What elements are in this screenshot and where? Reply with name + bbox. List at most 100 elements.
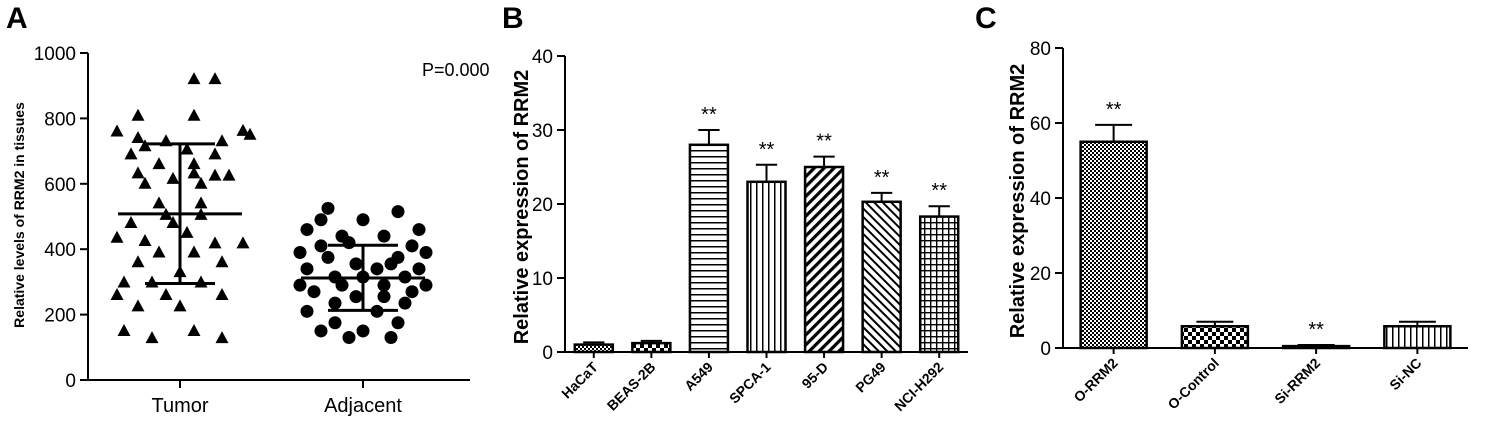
- b-significance-label: **: [931, 180, 947, 202]
- a-tumor-point: [187, 245, 201, 258]
- a-adjacent-point: [335, 278, 349, 292]
- b-bar: [861, 200, 902, 354]
- c-x-tick-label: Si-RRM2: [1271, 355, 1323, 407]
- a-adjacent-point: [398, 296, 412, 310]
- b-bar: [631, 341, 672, 354]
- a-tumor-point: [180, 225, 194, 238]
- a-adjacent-point: [314, 213, 328, 227]
- a-tumor-point: [215, 255, 229, 268]
- a-tumor-point: [110, 124, 124, 137]
- a-adjacent-point: [328, 296, 342, 310]
- a-adjacent-point: [356, 324, 370, 338]
- c-y-tick-label: 40: [1030, 189, 1051, 210]
- a-tumor-point: [131, 255, 145, 268]
- b-significance-label: **: [874, 167, 890, 189]
- a-adjacent-point: [370, 262, 384, 276]
- a-y-axis-label: Relative levels of RRM2 in tissues: [11, 102, 27, 328]
- c-y-tick-label: 60: [1030, 114, 1051, 135]
- a-adjacent-point: [419, 245, 433, 259]
- a-tumor-point: [194, 176, 208, 189]
- a-y-tick-label: 1000: [34, 44, 76, 65]
- a-tumor-point: [152, 245, 166, 258]
- b-x-tick-label: BEAS-2B: [604, 359, 659, 414]
- a-adjacent-point: [293, 245, 307, 259]
- a-tumor-point: [187, 108, 201, 121]
- a-adjacent-point: [328, 316, 342, 330]
- b-bar: [688, 143, 730, 354]
- b-y-tick-label: 40: [532, 47, 553, 68]
- a-tumor-point: [131, 108, 145, 121]
- b-significance-label: **: [701, 104, 717, 126]
- c-y-tick-label: 0: [1040, 339, 1051, 360]
- a-tumor-point: [166, 216, 180, 229]
- a-y-tick-label: 400: [44, 240, 76, 261]
- a-adjacent-point: [300, 262, 314, 276]
- a-y-tick-label: 200: [44, 306, 76, 327]
- a-tumor-point: [180, 142, 194, 155]
- a-tumor-point: [243, 127, 257, 140]
- b-x-tick-label: PG49: [852, 359, 889, 396]
- a-p-value-annotation: P=0.000: [422, 60, 490, 80]
- c-significance-label: **: [1308, 319, 1324, 341]
- a-tumor-point: [159, 287, 173, 300]
- a-adjacent-point: [391, 205, 405, 219]
- b-x-tick-label: NCI-H292: [891, 359, 946, 414]
- a-adjacent-point: [412, 223, 426, 237]
- b-y-tick-label: 30: [532, 121, 553, 142]
- b-y-tick-label: 20: [532, 195, 553, 216]
- a-adjacent-point: [300, 223, 314, 237]
- a-tumor-point: [110, 230, 124, 243]
- b-x-tick-label: A549: [681, 359, 716, 394]
- a-tumor-point: [117, 323, 131, 336]
- a-tumor-point: [145, 331, 159, 344]
- a-adjacent-point: [314, 239, 328, 253]
- a-adjacent-point: [377, 278, 391, 292]
- a-tumor-point: [131, 299, 145, 312]
- a-tumor-point: [236, 123, 250, 136]
- c-bar: [1383, 325, 1452, 350]
- a-tumor-point: [222, 168, 236, 181]
- a-tumor-point: [208, 236, 222, 249]
- a-tumor-point: [187, 323, 201, 336]
- a-adjacent-point: [314, 324, 328, 338]
- a-tumor-point: [208, 147, 222, 160]
- a-adjacent-point: [384, 330, 398, 344]
- a-adjacent-point: [293, 278, 307, 292]
- c-x-tick-label: O-RRM2: [1070, 355, 1121, 406]
- chart-a: 0 200 400 600 800 1000 Relative levels of RRM2…: [11, 44, 490, 417]
- b-bar: [573, 343, 615, 354]
- a-adjacent-point: [412, 262, 426, 276]
- b-x-tick-label: HaCaT: [558, 359, 601, 402]
- a-x-tick-label: Tumor: [151, 395, 208, 417]
- a-adjacent-point: [349, 290, 363, 304]
- b-bar: [918, 215, 960, 354]
- a-adjacent-point: [342, 236, 356, 250]
- b-x-tick-label: 95-D: [798, 359, 831, 392]
- a-adjacent-point: [307, 285, 321, 299]
- b-x-tick-label: SPCA-1: [726, 359, 774, 407]
- a-tumor-point: [124, 216, 138, 229]
- c-y-tick-label: 80: [1030, 39, 1051, 60]
- a-tumor-point: [138, 176, 152, 189]
- a-tumor-point: [131, 131, 145, 144]
- b-bar: [803, 165, 845, 354]
- a-tumor-point: [187, 166, 201, 179]
- c-y-tick-label: 20: [1030, 264, 1051, 285]
- panel-label-c: C: [975, 2, 997, 35]
- a-x-tick-label: Adjacent: [324, 395, 402, 417]
- a-tumor-point: [215, 331, 229, 344]
- a-tumor-point: [145, 275, 159, 288]
- a-adjacent-point: [321, 201, 335, 215]
- a-tumor-point: [215, 134, 229, 147]
- c-bar: [1281, 344, 1351, 350]
- a-tumor-point: [194, 196, 208, 209]
- a-adjacent-point: [419, 278, 433, 292]
- a-adjacent-point: [405, 239, 419, 253]
- a-tumor-point: [187, 157, 201, 170]
- b-y-axis-label: Relative expression of RRM2: [511, 70, 533, 345]
- c-x-tick-label: O-Control: [1164, 355, 1222, 413]
- a-tumor-point: [208, 168, 222, 181]
